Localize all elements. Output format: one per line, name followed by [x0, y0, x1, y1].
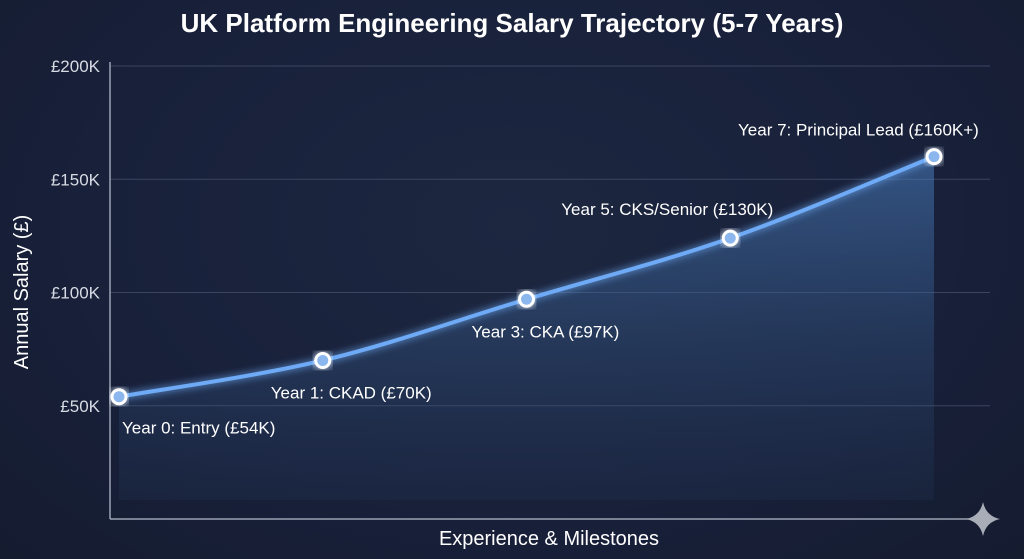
point-label: Year 5: CKS/Senior (£130K) — [561, 200, 773, 219]
data-point — [110, 388, 128, 406]
y-tick-label: £100K — [51, 284, 101, 303]
data-point — [721, 229, 739, 247]
chart-title: UK Platform Engineering Salary Trajector… — [180, 8, 844, 38]
sparkle-icon — [966, 502, 1000, 536]
y-tick-label: £150K — [51, 170, 101, 189]
point-label: Year 0: Entry (£54K) — [122, 419, 275, 438]
data-point — [314, 351, 332, 369]
x-axis-label: Experience & Milestones — [439, 528, 659, 550]
y-tick-label: £200K — [51, 57, 101, 76]
point-label: Year 3: CKA (£97K) — [472, 322, 620, 341]
point-label: Year 1: CKAD (£70K) — [271, 383, 432, 402]
data-point — [518, 290, 535, 308]
y-tick-label: £50K — [60, 397, 100, 416]
point-label: Year 7: Principal Lead (£160K+) — [738, 121, 979, 140]
y-axis-label: Annual Salary (£) — [11, 215, 33, 370]
data-point — [925, 148, 943, 166]
